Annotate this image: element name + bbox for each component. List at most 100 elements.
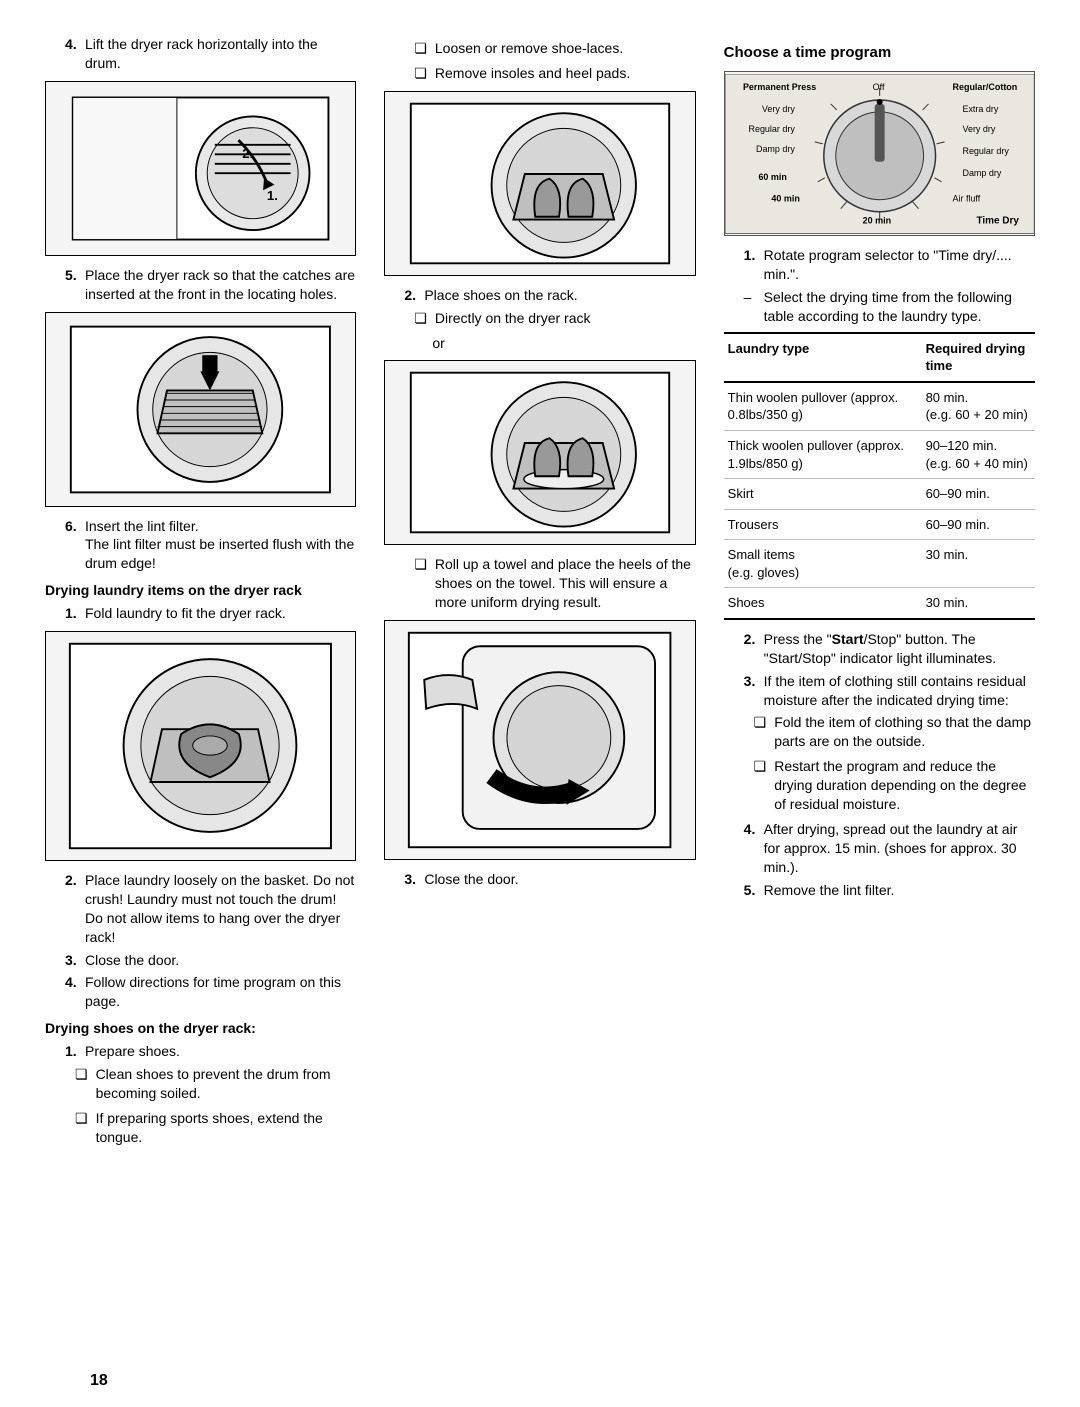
- table-cell-time: 60–90 min.: [922, 509, 1035, 540]
- figure-shoes-towel: [384, 360, 695, 545]
- dial-label: Air fluff: [952, 194, 980, 204]
- check-text: If preparing sports shoes, extend the to…: [96, 1109, 357, 1147]
- t-step-4: 4. After drying, spread out the laundry …: [744, 820, 1035, 877]
- table-cell-type: Small items (e.g. gloves): [724, 540, 922, 588]
- dial-icon: Permanent Press Off Regular/Cotton Very …: [725, 74, 1034, 234]
- drum-icon: [66, 638, 335, 854]
- heading-shoes: Drying shoes on the dryer rack:: [45, 1019, 356, 1038]
- dial-label: Damp dry: [962, 168, 1001, 178]
- dial-label: Damp dry: [756, 144, 795, 154]
- table-cell-time: 80 min. (e.g. 60 + 20 min): [922, 382, 1035, 431]
- step-number: 3.: [404, 870, 420, 889]
- step-text: Close the door.: [85, 951, 356, 970]
- step-text: Insert the lint filter. The lint filter …: [85, 517, 356, 574]
- time-steps: 2. Press the "Start/Stop" button. The "S…: [724, 630, 1035, 710]
- dial-label: Permanent Press: [743, 82, 816, 92]
- drum-icon: [407, 367, 673, 538]
- table-header-row: Laundry type Required drying time: [724, 333, 1035, 382]
- laundry-steps: 1. Fold laundry to fit the dryer rack.: [45, 604, 356, 623]
- figure-close-door: [384, 620, 695, 860]
- dial-label: Time Dry: [976, 216, 1019, 227]
- t2-bold: Start: [832, 631, 864, 647]
- shoe-steps: 1. Prepare shoes.: [45, 1042, 356, 1061]
- heading-laundry: Drying laundry items on the dryer rack: [45, 581, 356, 600]
- step-number: 6.: [65, 517, 81, 574]
- drum-icon: 2. 1.: [68, 88, 333, 249]
- time-steps: 1. Rotate program selector to "Time dry/…: [724, 246, 1035, 284]
- table-row: Thin woolen pullover (approx. 0.8lbs/350…: [724, 382, 1035, 431]
- table-row: Shoes30 min.: [724, 588, 1035, 619]
- step-number: 2.: [65, 871, 81, 947]
- step-6b: The lint filter must be inserted flush w…: [85, 536, 354, 571]
- table-row: Thick woolen pullover (approx. 1.9lbs/85…: [724, 431, 1035, 479]
- table-cell-type: Trousers: [724, 509, 922, 540]
- step-5: 5. Place the dryer rack so that the catc…: [65, 266, 356, 304]
- shoe-checklist-cont: Loosen or remove shoe-laces. Remove inso…: [414, 39, 695, 83]
- dial-label: 20 min: [862, 216, 890, 226]
- table-row: Small items (e.g. gloves)30 min.: [724, 540, 1035, 588]
- step-text: Close the door.: [424, 870, 695, 889]
- step-text: Remove the lint filter.: [764, 881, 1035, 900]
- shoe-steps: 3. Close the door.: [384, 870, 695, 889]
- table-header: Required drying time: [922, 333, 1035, 382]
- step-6a: Insert the lint filter.: [85, 518, 199, 534]
- step-text: Rotate program selector to "Time dry/...…: [764, 246, 1035, 284]
- shoe-checklist: Clean shoes to prevent the drum from bec…: [75, 1065, 356, 1147]
- t-step-1: 1. Rotate program selector to "Time dry/…: [744, 246, 1035, 284]
- time-steps: 4. After drying, spread out the laundry …: [724, 820, 1035, 900]
- steps-list: 5. Place the dryer rack so that the catc…: [45, 266, 356, 304]
- column-2: Loosen or remove shoe-laces. Remove inso…: [384, 35, 695, 1153]
- s-step-3: 3. Close the door.: [404, 870, 695, 889]
- step-text: Lift the dryer rack horizontally into th…: [85, 35, 356, 73]
- check-item: Restart the program and reduce the dryin…: [754, 757, 1035, 814]
- step-number: 4.: [744, 820, 760, 877]
- step-text: After drying, spread out the laundry at …: [764, 820, 1035, 877]
- steps-list: 6. Insert the lint filter. The lint filt…: [45, 517, 356, 574]
- check-item: Directly on the dryer rack: [414, 309, 695, 328]
- step-number: 3.: [744, 672, 760, 710]
- table-cell-time: 30 min.: [922, 588, 1035, 619]
- time-checklist: Fold the item of clothing so that the da…: [754, 713, 1035, 813]
- step-text: Follow directions for time program on th…: [85, 973, 356, 1011]
- l-step-4: 4. Follow directions for time program on…: [65, 973, 356, 1011]
- table-cell-type: Shoes: [724, 588, 922, 619]
- l-step-3: 3. Close the door.: [65, 951, 356, 970]
- step-number: 5.: [744, 881, 760, 900]
- step-number: 2.: [744, 630, 760, 668]
- table-cell-type: Thin woolen pullover (approx. 0.8lbs/350…: [724, 382, 922, 431]
- t-step-2: 2. Press the "Start/Stop" button. The "S…: [744, 630, 1035, 668]
- check-item: Clean shoes to prevent the drum from bec…: [75, 1065, 356, 1103]
- t2-pre: Press the ": [764, 631, 832, 647]
- check-item: Loosen or remove shoe-laces.: [414, 39, 695, 58]
- figure-rack-insert: 2. 1.: [45, 81, 356, 256]
- check-text: Roll up a towel and place the heels of t…: [435, 555, 696, 612]
- figure-laundry-rack: [45, 631, 356, 861]
- dash-text: Select the drying time from the followin…: [764, 288, 1035, 326]
- table-header: Laundry type: [724, 333, 922, 382]
- step-text: Prepare shoes.: [85, 1042, 356, 1061]
- check-text: Remove insoles and heel pads.: [435, 64, 630, 83]
- dial-label: Regular dry: [748, 124, 795, 134]
- dial-label: 60 min: [758, 172, 786, 182]
- dial-label: Off: [872, 82, 884, 92]
- heading-time-program: Choose a time program: [724, 43, 1035, 63]
- step-text: Press the "Start/Stop" button. The "Star…: [764, 630, 1035, 668]
- dial-label: Very dry: [962, 124, 995, 134]
- step-6: 6. Insert the lint filter. The lint filt…: [65, 517, 356, 574]
- column-3: Choose a time program Permanent Press Of…: [724, 35, 1035, 1153]
- step-number: 1.: [744, 246, 760, 284]
- placement-checklist: Roll up a towel and place the heels of t…: [414, 555, 695, 612]
- page-columns: 4. Lift the dryer rack horizontally into…: [45, 35, 1035, 1153]
- dial-label: Very dry: [762, 104, 795, 114]
- placement-checklist: Directly on the dryer rack: [414, 309, 695, 328]
- step-number: 1.: [65, 1042, 81, 1061]
- or-text: or: [432, 334, 695, 353]
- step-text: If the item of clothing still contains r…: [764, 672, 1035, 710]
- shoe-steps: 2. Place shoes on the rack.: [384, 286, 695, 305]
- check-item: Remove insoles and heel pads.: [414, 64, 695, 83]
- step-number: 4.: [65, 35, 81, 73]
- page-wrapper: 4. Lift the dryer rack horizontally into…: [45, 35, 1035, 1362]
- column-1: 4. Lift the dryer rack horizontally into…: [45, 35, 356, 1153]
- table-cell-time: 30 min.: [922, 540, 1035, 588]
- table-cell-time: 60–90 min.: [922, 479, 1035, 510]
